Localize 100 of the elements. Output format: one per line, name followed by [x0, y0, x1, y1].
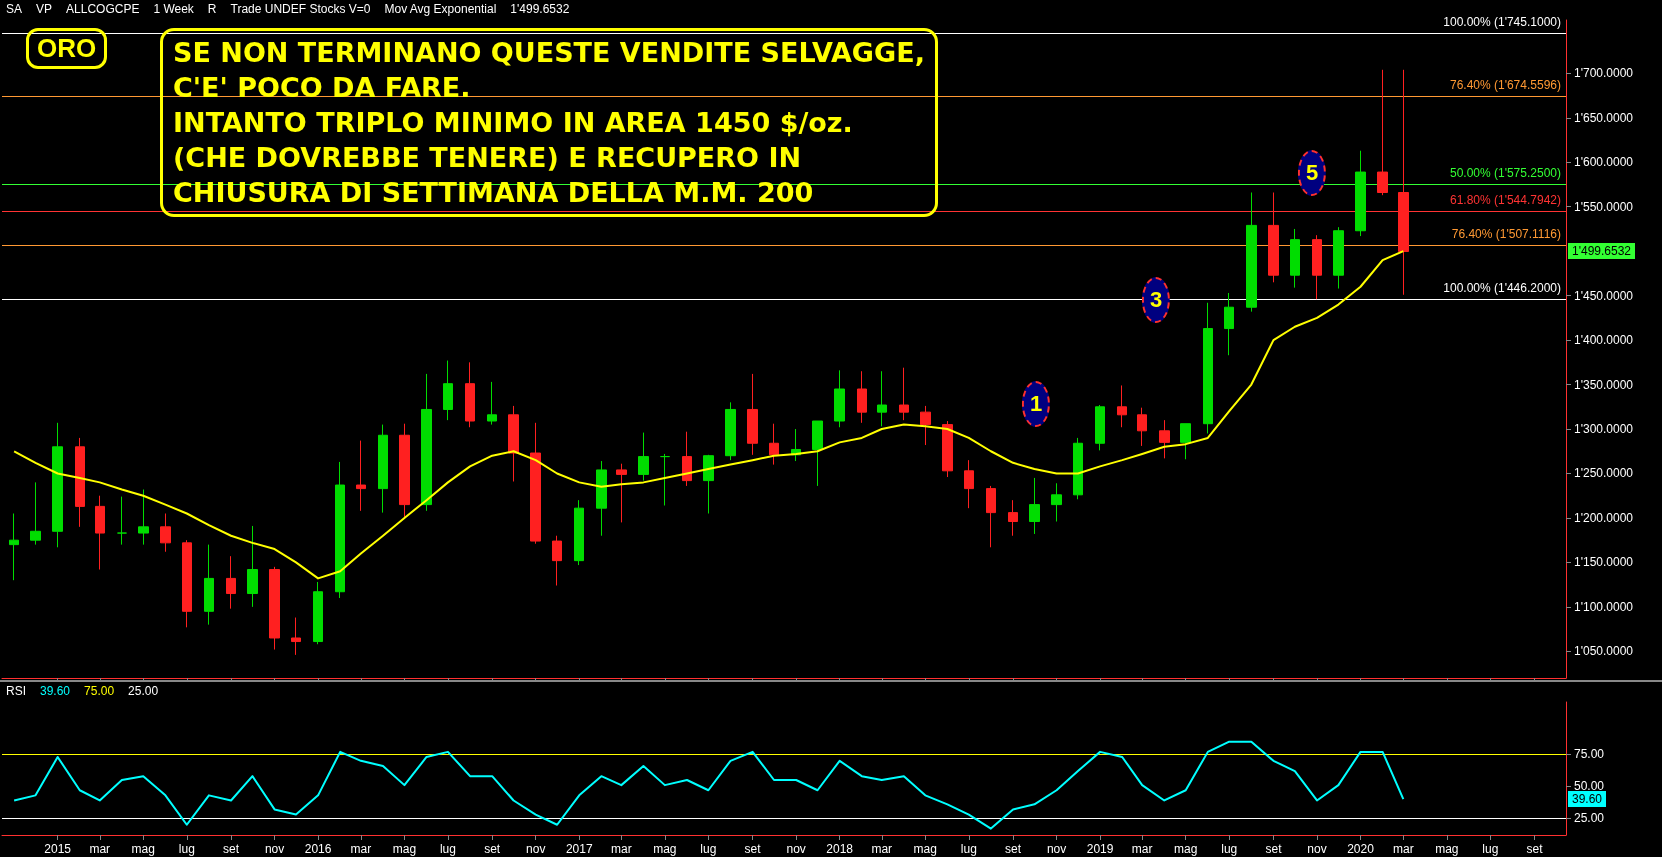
text: ALLCOGCPE [65, 2, 141, 16]
x-tick-label: lug [960, 842, 977, 856]
candlestick [616, 463, 627, 523]
candlestick [52, 422, 63, 548]
candlestick [117, 496, 127, 546]
annotation: 1 [1021, 381, 1051, 427]
x-tick-label: mar [871, 842, 893, 856]
y-tick-label: 1'100.0000 [1574, 599, 1634, 614]
candlestick [1180, 423, 1191, 460]
x-tick-label: set [1005, 842, 1022, 856]
x-tick-label: mag [653, 842, 677, 856]
x-tick-label: mar [1392, 842, 1414, 856]
y-tick-label: 1'200.0000 [1574, 510, 1634, 525]
candlestick [1159, 419, 1170, 459]
candlestick [812, 420, 823, 487]
candlestick [1224, 292, 1234, 356]
candlestick [443, 360, 453, 421]
x-tick-label: mar [610, 842, 632, 856]
x-tick-label: mag [392, 842, 417, 856]
candlestick [399, 423, 410, 520]
y-tick-label: 1'650.0000 [1574, 110, 1634, 125]
candlestick [508, 405, 519, 482]
x-tick-label: mag [913, 842, 937, 856]
candlestick [660, 453, 670, 506]
candlestick [1333, 226, 1344, 290]
candlestick [596, 460, 607, 537]
candlestick [1355, 150, 1366, 237]
text: 1'499.6532 [1568, 243, 1636, 260]
candlestick [703, 454, 714, 514]
x-tick-label: 2015 [44, 842, 72, 856]
candlestick [747, 373, 758, 456]
y-tick-label: 1'450.0000 [1574, 288, 1634, 303]
annotation: 3 [1141, 277, 1171, 323]
line-series [13, 250, 1405, 580]
candlestick [160, 513, 171, 553]
candlestick [725, 401, 736, 461]
y-tick-label: 1'550.0000 [1574, 199, 1634, 214]
y-tick-label: 1'350.0000 [1574, 377, 1634, 392]
x-tick-label: 2019 [1086, 842, 1114, 856]
candlestick [899, 367, 909, 421]
x-tick-label: lug [1221, 842, 1238, 856]
candlestick [335, 461, 345, 599]
candlestick [1312, 234, 1322, 300]
candlestick [30, 481, 41, 546]
y-tick-label: 1'400.0000 [1574, 333, 1634, 348]
text: Mov Avg Exponential [383, 2, 498, 16]
candlestick [1095, 404, 1105, 451]
candlestick [1008, 499, 1018, 537]
candlestick [1268, 192, 1279, 283]
y-tick-label: 1'150.0000 [1574, 555, 1634, 570]
candlestick [1290, 228, 1300, 289]
candlestick [1051, 482, 1062, 522]
candlestick [877, 370, 887, 427]
text: RSI [5, 684, 27, 698]
x-tick-label: mar [1131, 842, 1153, 856]
x-tick-label: set [1265, 842, 1283, 856]
y-tick-label: 1'700.0000 [1574, 66, 1634, 81]
x-tick-label: lug [1482, 842, 1499, 856]
candlestick [986, 485, 996, 548]
x-tick-label: mag [131, 842, 155, 856]
candlestick [1203, 302, 1213, 434]
candlestick [291, 617, 301, 656]
candlestick [356, 440, 366, 512]
candlestick [313, 581, 323, 645]
text: 39.60 [1568, 791, 1607, 808]
x-tick-label: mag [1174, 842, 1198, 856]
x-tick-label: nov [526, 842, 546, 856]
text: SA [5, 2, 23, 16]
x-tick-label: mar [350, 842, 372, 856]
y-tick-label: 1'600.0000 [1574, 155, 1634, 170]
ref-line-label: 76.40% (1'507.1116) [1451, 226, 1561, 241]
annotation: SE NON TERMINANO QUESTE VENDITE SELVAGGE, C'E' POCO DA FARE. INTANTO TRIPLO MINIMO IN AREA 1450 $/oz. (CHE DOVREBBE TENERE) E RECUPERO IN CHIUSURA DI SETTIMANA DELLA M.M. 200 [160, 28, 938, 217]
candlestick [682, 431, 692, 487]
candlestick [857, 370, 867, 424]
line-series [13, 740, 1405, 830]
x-tick-label: nov [264, 842, 285, 856]
candlestick [1029, 477, 1040, 535]
text: Trade UNDEF Stocks V=0 [229, 2, 372, 16]
x-tick-label: set [1526, 842, 1544, 856]
x-tick-label: nov [1307, 842, 1327, 856]
candlestick [1377, 69, 1388, 196]
ref-line-label: 100.00% (1'745.1000) [1443, 15, 1561, 30]
x-tick-label: 2020 [1347, 842, 1375, 856]
candlestick [1073, 437, 1083, 500]
x-tick-label: lug [178, 842, 195, 856]
y-tick-label: 50.00 [1574, 779, 1605, 794]
candlestick [138, 488, 149, 546]
candlestick [9, 513, 19, 581]
text: VP [35, 2, 54, 16]
ref-line-label: 61.80% (1'544.7942) [1449, 193, 1561, 208]
candlestick [769, 423, 779, 466]
candlestick [574, 499, 584, 566]
candlestick [1117, 384, 1127, 428]
y-tick-label: 1'050.0000 [1574, 644, 1634, 659]
text: 1'499.6532 [509, 2, 571, 16]
y-tick-label: 1'300.0000 [1574, 422, 1634, 437]
candlestick [964, 459, 974, 509]
y-tick-label: 1'250.0000 [1574, 466, 1634, 481]
candlestick [1246, 192, 1257, 313]
x-tick-label: 2017 [565, 842, 593, 856]
